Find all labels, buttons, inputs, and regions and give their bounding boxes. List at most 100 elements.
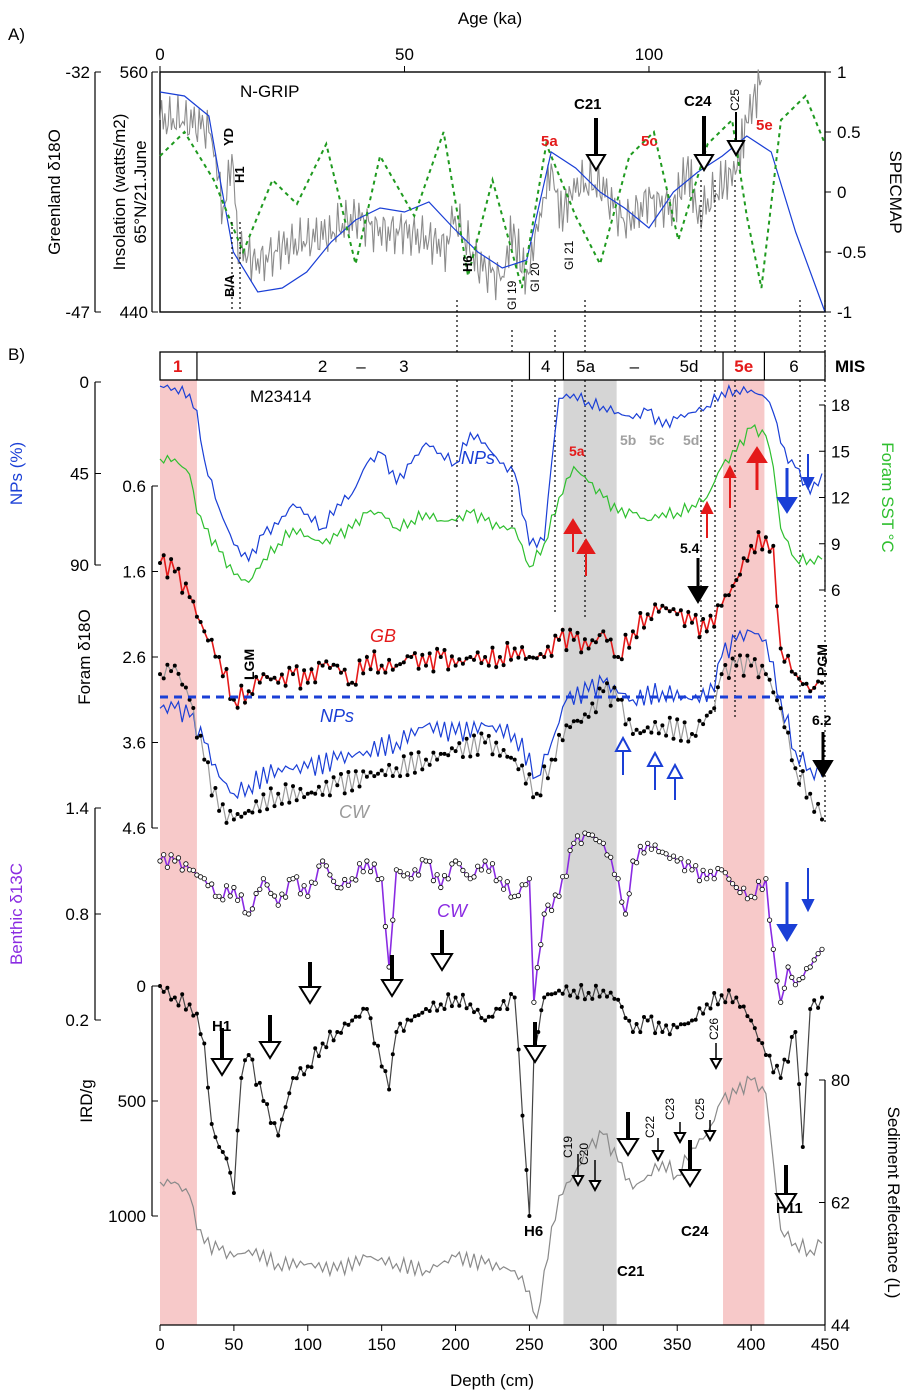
data-point <box>531 655 536 660</box>
data-point <box>441 872 448 879</box>
data-point <box>287 665 292 670</box>
data-point <box>593 710 598 715</box>
data-point <box>254 674 259 679</box>
data-point <box>759 886 765 893</box>
data-point <box>763 672 768 677</box>
specmap-tick-label: -0.5 <box>837 243 866 262</box>
data-point <box>235 1128 240 1133</box>
data-point <box>653 1031 658 1036</box>
data-point <box>371 861 377 867</box>
data-point <box>350 1018 355 1023</box>
data-point <box>228 808 233 813</box>
data-point <box>209 793 214 798</box>
data-point <box>789 758 794 763</box>
insolation-axis: 560 440 <box>120 63 158 322</box>
data-point <box>560 991 565 996</box>
data-point <box>760 547 765 552</box>
data-point <box>589 832 595 838</box>
data-point <box>741 1004 746 1009</box>
data-point <box>653 602 658 607</box>
data-point <box>198 620 203 625</box>
data-point <box>557 988 562 993</box>
data-point <box>290 784 295 789</box>
data-point <box>715 685 720 690</box>
core-label: M23414 <box>250 387 311 406</box>
data-point <box>187 697 192 702</box>
label-cw-2: CW <box>437 901 469 921</box>
foram-d18o-axis-tick-label: 0.6 <box>122 477 146 496</box>
data-point <box>372 1041 377 1046</box>
data-point <box>663 851 669 857</box>
data-point <box>283 683 288 688</box>
data-point <box>812 998 817 1003</box>
data-point <box>479 661 484 666</box>
data-point <box>660 1030 665 1035</box>
data-point <box>364 1007 369 1012</box>
data-point <box>556 893 562 899</box>
data-point <box>660 723 665 728</box>
data-point <box>693 612 698 617</box>
data-point <box>497 753 502 758</box>
data-point <box>172 663 177 668</box>
age-tick-label: 50 <box>395 45 414 64</box>
data-point <box>770 946 776 952</box>
data-point <box>708 613 713 618</box>
data-point <box>749 663 754 668</box>
data-point <box>549 757 554 762</box>
data-point <box>213 1135 218 1140</box>
data-point <box>575 995 580 1000</box>
data-point <box>726 676 731 681</box>
data-point <box>563 873 570 879</box>
data-point <box>752 657 757 662</box>
data-point <box>786 730 791 735</box>
data-point <box>180 992 185 997</box>
data-point <box>545 992 550 997</box>
arrow-head <box>776 497 798 514</box>
data-point <box>693 1017 698 1022</box>
data-point <box>701 1011 706 1016</box>
data-point <box>235 705 240 710</box>
data-point <box>778 706 783 711</box>
data-point <box>176 671 181 676</box>
age-tick-label: 0 <box>155 45 164 64</box>
data-point <box>597 686 602 691</box>
data-point <box>715 1002 720 1007</box>
data-point <box>298 786 303 791</box>
data-point <box>520 645 525 650</box>
data-point <box>390 774 395 779</box>
data-point <box>536 1030 541 1035</box>
data-point <box>516 767 521 772</box>
data-point <box>387 657 392 662</box>
data-point <box>778 646 783 651</box>
interval-shading <box>160 380 765 1325</box>
greenland-axis-title: Greenland δ18O <box>45 129 64 255</box>
data-point <box>678 608 683 613</box>
mis-stage-label: – <box>356 357 366 376</box>
data-point <box>649 617 654 622</box>
data-point <box>719 672 724 677</box>
nps-axis-tick-label: 90 <box>70 556 89 575</box>
data-point <box>722 870 728 876</box>
data-point <box>512 757 517 762</box>
data-point <box>246 1053 251 1058</box>
data-point <box>645 840 651 846</box>
data-point <box>305 893 311 899</box>
data-point <box>752 550 757 555</box>
data-point <box>638 1030 643 1035</box>
data-point <box>475 752 480 757</box>
data-point <box>505 1007 510 1012</box>
data-point <box>812 809 817 814</box>
data-point <box>257 886 263 892</box>
data-point <box>265 675 270 680</box>
data-point <box>302 1072 307 1077</box>
data-point <box>690 620 695 625</box>
sst-axis-tick-label: 6 <box>831 581 840 600</box>
arrow-head <box>774 1193 798 1212</box>
data-point <box>446 753 451 758</box>
data-point <box>268 1121 273 1126</box>
data-point <box>505 754 510 759</box>
data-point <box>682 624 687 629</box>
data-point <box>275 902 281 908</box>
data-point <box>630 1030 635 1035</box>
greenland-tick-label: -32 <box>65 63 90 82</box>
